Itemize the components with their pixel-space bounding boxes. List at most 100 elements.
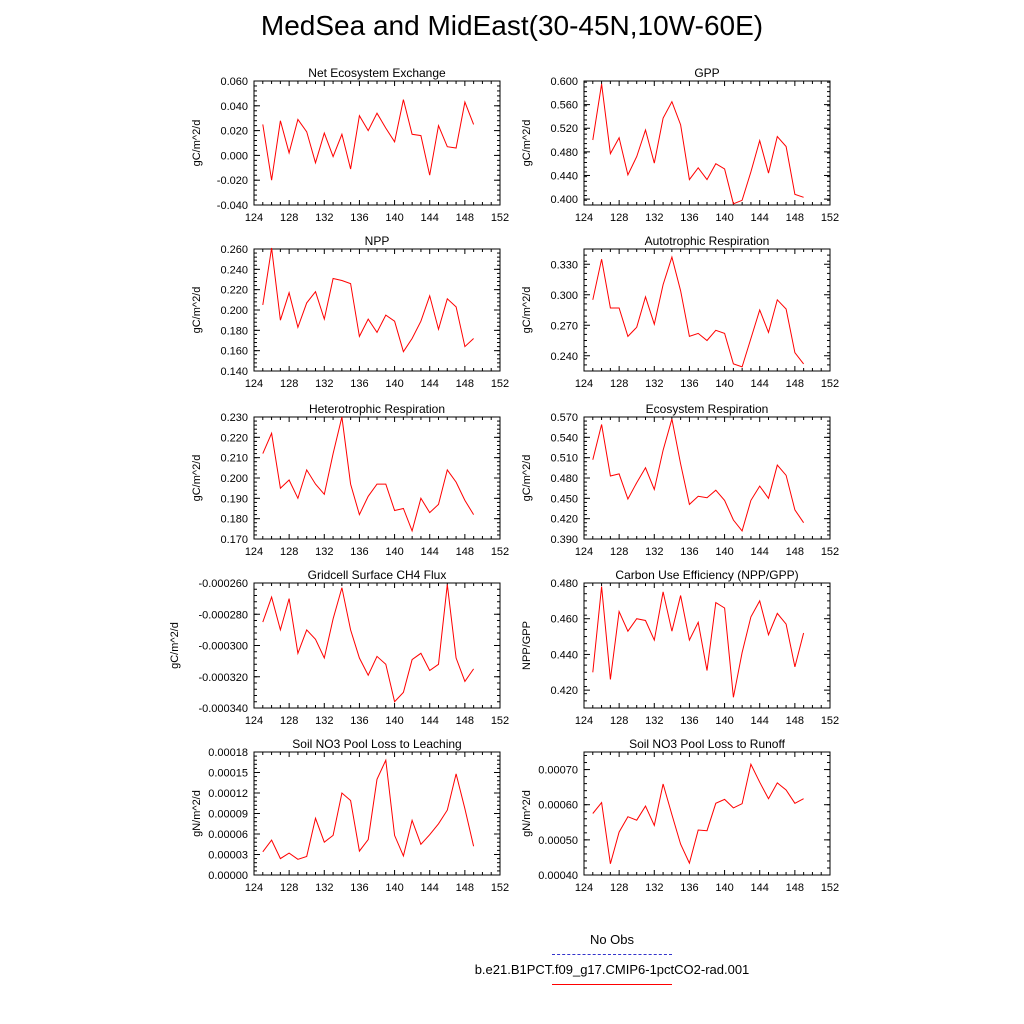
x-tick-label: 140 (715, 882, 733, 894)
y-tick-label: 0.170 (220, 534, 248, 546)
x-tick-label: 132 (315, 882, 333, 894)
figure-title: MedSea and MidEast(30-45N,10W-60E) (260, 10, 764, 41)
y-tick-label: 0.260 (220, 244, 248, 256)
x-tick-label: 128 (280, 715, 298, 727)
y-axis-label: gN/m^2/d (191, 790, 203, 837)
x-tick-label: 124 (245, 546, 263, 558)
x-tick-label: 136 (680, 378, 698, 390)
x-tick-label: 152 (821, 546, 839, 558)
x-tick-label: 128 (610, 212, 628, 224)
y-tick-label: 0.180 (220, 514, 248, 526)
y-tick-label: 0.00015 (208, 768, 248, 780)
series-line (262, 247, 474, 353)
x-tick-label: 140 (385, 212, 403, 224)
x-tick-label: 128 (280, 546, 298, 558)
x-tick-label: 124 (575, 212, 593, 224)
x-tick-label: 132 (315, 715, 333, 727)
y-axis-label: gC/m^2/d (521, 120, 533, 167)
y-axis-label: NPP/GPP (521, 621, 533, 670)
x-tick-label: 152 (491, 715, 509, 727)
x-tick-label: 128 (610, 882, 628, 894)
chart-ecosystem-respiration: Ecosystem Respiration 124 128 132 136 140 144 1… (521, 402, 839, 558)
y-tick-label: 0.480 (550, 147, 578, 159)
x-tick-label: 128 (280, 882, 298, 894)
x-tick-label: 140 (715, 715, 733, 727)
x-tick-label: 132 (645, 378, 663, 390)
y-tick-label: 0.200 (220, 473, 248, 485)
x-tick-label: 144 (751, 882, 769, 894)
plot-frame (253, 416, 501, 540)
y-tick-label: -0.000260 (198, 578, 248, 590)
x-tick-label: 152 (491, 212, 509, 224)
y-tick-label: 0.00060 (538, 800, 578, 812)
y-tick-label: 0.180 (220, 325, 248, 337)
y-tick-label: -0.000340 (198, 703, 248, 715)
x-tick-label: 136 (350, 378, 368, 390)
y-tick-label: 0.200 (220, 305, 248, 317)
x-tick-label: 132 (315, 378, 333, 390)
chart-title: NPP (365, 234, 390, 248)
x-tick-label: 124 (245, 212, 263, 224)
y-tick-label: -0.020 (217, 175, 248, 187)
y-tick-label: -0.040 (217, 200, 248, 212)
series-line (262, 758, 475, 860)
series-line (592, 586, 805, 698)
x-tick-label: 140 (715, 546, 733, 558)
chart-gpp: GPP 124 128 132 136 140 144 148 152 0.400 0.440 0.4… (521, 66, 839, 224)
y-tick-label: 0.240 (220, 264, 248, 276)
x-tick-label: 124 (575, 378, 593, 390)
plot-frame (253, 248, 501, 372)
y-tick-label: 0.220 (220, 432, 248, 444)
x-tick-label: 152 (491, 882, 509, 894)
x-tick-label: 140 (385, 546, 403, 558)
y-tick-label: 0.390 (550, 534, 578, 546)
x-tick-label: 136 (680, 715, 698, 727)
chart-carbon-use-efficiency-npp-gpp: Carbon Use Efficiency (NPP/GPP) 124 128 132… (521, 568, 839, 727)
y-tick-label: 0.160 (220, 346, 248, 358)
legend-label-no-obs: No Obs (589, 932, 635, 947)
y-tick-label: 0.00003 (208, 850, 248, 862)
y-tick-label: 0.300 (550, 290, 578, 302)
legend-label-model-run: b.e21.B1PCT.f09_g17.CMIP6-1pctCO2-rad.00… (474, 962, 750, 977)
x-tick-label: 148 (786, 546, 804, 558)
chart-net-ecosystem-exchange: Net Ecosystem Exchange 124 128 132 136 140 144… (191, 66, 509, 224)
x-tick-label: 148 (456, 212, 474, 224)
x-tick-label: 148 (786, 882, 804, 894)
y-tick-label: 0.450 (550, 493, 578, 505)
x-tick-label: 128 (610, 378, 628, 390)
x-tick-label: 140 (385, 378, 403, 390)
x-tick-label: 140 (385, 882, 403, 894)
y-tick-label: 0.480 (550, 473, 578, 485)
series-line (262, 416, 475, 533)
x-tick-label: 124 (575, 715, 593, 727)
plot-frame (253, 751, 501, 876)
x-tick-label: 148 (786, 378, 804, 390)
x-tick-label: 144 (421, 546, 439, 558)
plot-frame (583, 582, 831, 709)
y-tick-label: -0.000300 (198, 641, 248, 653)
x-tick-label: 132 (645, 715, 663, 727)
x-tick-label: 144 (751, 212, 769, 224)
series-line (262, 584, 475, 703)
y-tick-label: 0.270 (550, 320, 578, 332)
x-tick-label: 144 (421, 212, 439, 224)
x-tick-label: 148 (456, 715, 474, 727)
x-tick-label: 124 (575, 546, 593, 558)
y-tick-label: 0.190 (220, 493, 248, 505)
y-tick-label: -0.000320 (198, 672, 248, 684)
y-axis-label: gC/m^2/d (521, 455, 533, 502)
plot-frame (253, 582, 501, 709)
y-tick-label: 0.00070 (538, 765, 578, 777)
x-tick-label: 136 (350, 546, 368, 558)
x-tick-label: 144 (751, 378, 769, 390)
x-tick-label: 136 (680, 546, 698, 558)
y-tick-label: 0.00000 (208, 870, 248, 882)
x-tick-label: 148 (456, 378, 474, 390)
x-tick-label: 124 (575, 882, 593, 894)
x-tick-label: 132 (645, 546, 663, 558)
x-tick-label: 152 (821, 715, 839, 727)
chart-title: Soil NO3 Pool Loss to Leaching (292, 737, 461, 751)
chart-heterotrophic-respiration: Heterotrophic Respiration 124 128 132 136 140… (191, 402, 509, 558)
x-tick-label: 148 (456, 546, 474, 558)
series-line (592, 83, 804, 205)
